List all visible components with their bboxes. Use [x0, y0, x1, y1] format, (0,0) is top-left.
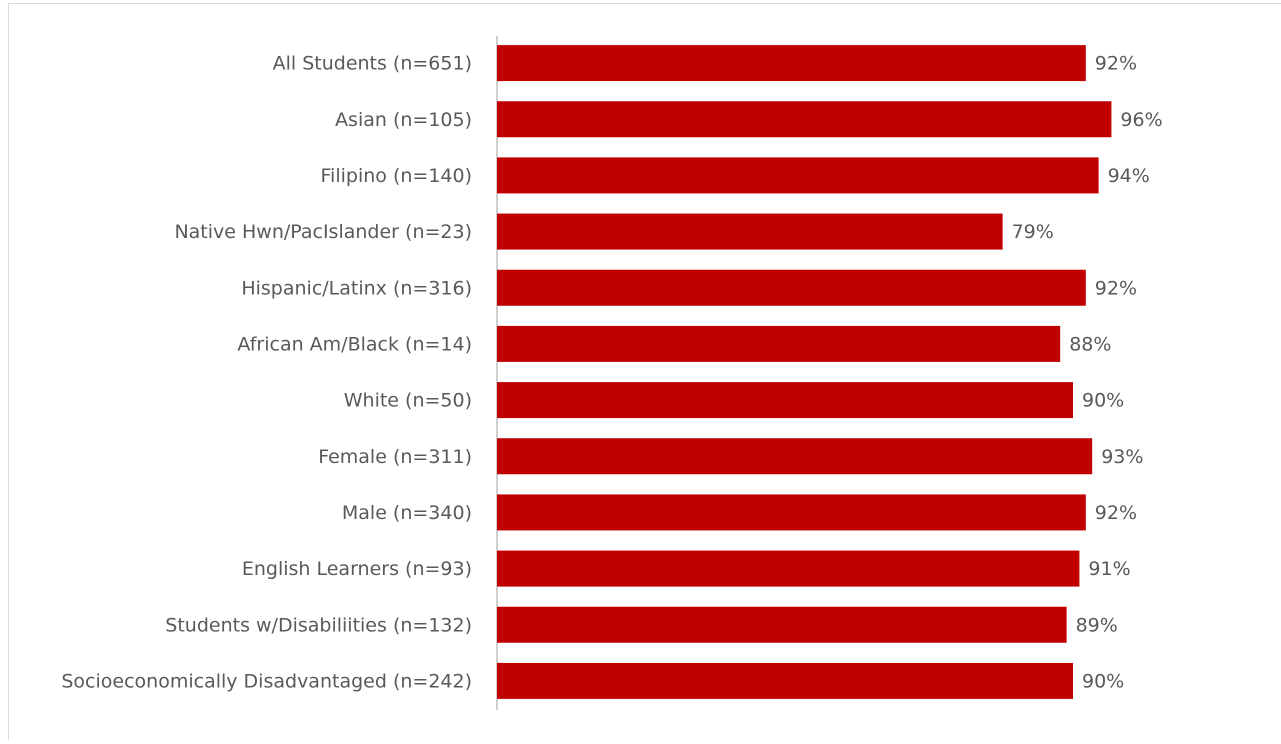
value-label: 92% [1095, 53, 1137, 75]
value-label: 94% [1108, 165, 1150, 187]
category-label: Filipino (n=140) [321, 165, 472, 187]
value-label: 96% [1120, 109, 1162, 131]
bar [497, 382, 1073, 418]
category-label: African Am/Black (n=14) [237, 333, 472, 355]
category-label: White (n=50) [344, 390, 472, 412]
value-label: 79% [1012, 221, 1054, 243]
value-label: 92% [1095, 277, 1137, 299]
value-label: 90% [1082, 670, 1124, 692]
category-label: Male (n=340) [342, 502, 472, 524]
value-label: 91% [1088, 558, 1130, 580]
bar [497, 214, 1003, 250]
value-label: 89% [1076, 614, 1118, 636]
bar [497, 551, 1079, 587]
category-label: English Learners (n=93) [242, 558, 472, 580]
bar [497, 438, 1092, 474]
category-label: Asian (n=105) [335, 109, 472, 131]
category-label: Students w/Disabiliities (n=132) [165, 614, 472, 636]
bar [497, 45, 1086, 81]
category-label: Native Hwn/PacIslander (n=23) [174, 221, 472, 243]
bar [497, 326, 1060, 362]
category-label: Hispanic/Latinx (n=316) [241, 277, 472, 299]
category-label: Female (n=311) [318, 446, 472, 468]
value-label: 92% [1095, 502, 1137, 524]
bar [497, 101, 1111, 137]
bar [497, 270, 1086, 306]
value-label: 93% [1101, 446, 1143, 468]
bar [497, 494, 1086, 530]
bar [497, 157, 1099, 193]
category-label: Socioeconomically Disadvantaged (n=242) [61, 670, 472, 692]
value-label: 90% [1082, 390, 1124, 412]
value-label: 88% [1069, 333, 1111, 355]
category-label: All Students (n=651) [273, 53, 472, 75]
bar [497, 663, 1073, 699]
bar [497, 607, 1067, 643]
